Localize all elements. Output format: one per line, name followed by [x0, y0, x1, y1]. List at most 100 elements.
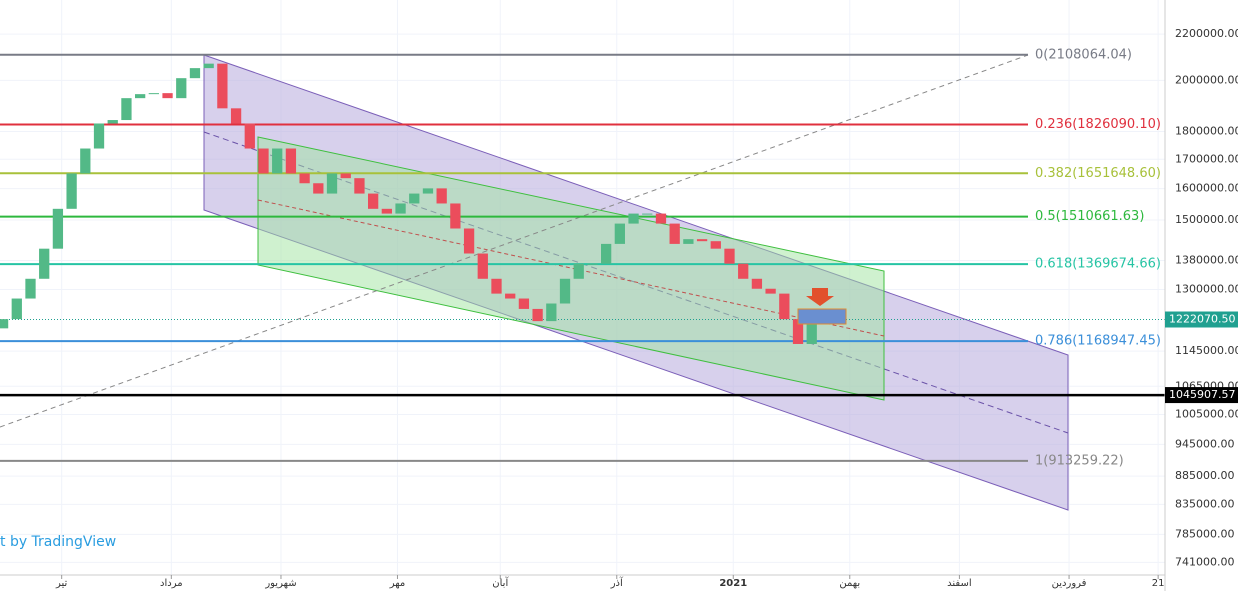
- candle: [491, 278, 502, 294]
- y-tick-label: 1380000.00: [1175, 253, 1238, 266]
- candle: [559, 278, 571, 304]
- y-tick-label: 2000000.00: [1175, 73, 1238, 86]
- fib-level-label: 0(2108064.04): [1035, 47, 1132, 62]
- candle: [477, 253, 488, 279]
- candle: [203, 63, 214, 69]
- candle: [340, 173, 351, 179]
- candle: [505, 293, 516, 299]
- candle: [655, 213, 667, 224]
- y-tick-label: 1500000.00: [1175, 213, 1238, 226]
- candle: [765, 288, 776, 294]
- fib-level-label: 0.786(1168947.45): [1035, 334, 1161, 349]
- candle: [381, 208, 392, 214]
- candle: [450, 203, 461, 229]
- candle: [532, 308, 543, 322]
- x-tick-label: آبان: [492, 576, 509, 589]
- candle: [39, 248, 50, 279]
- candle: [696, 239, 708, 242]
- fib-level-label: 0.5(1510661.63): [1035, 209, 1144, 224]
- fib-level-label: 0.236(1826090.10): [1035, 117, 1161, 132]
- price-label-box: [1165, 311, 1238, 328]
- candle: [52, 208, 64, 249]
- x-tick-label: مهر: [389, 578, 405, 589]
- candle: [724, 248, 735, 264]
- candle: [395, 203, 406, 214]
- candle: [779, 293, 790, 320]
- fib-level-label: 1(913259.22): [1035, 453, 1124, 468]
- y-tick-label: 741000.00: [1175, 555, 1235, 568]
- fib-trend-line: [0, 54, 1029, 428]
- candle: [93, 123, 105, 149]
- candle: [368, 193, 379, 209]
- candle: [176, 78, 187, 99]
- fib-level-label: 0.618(1369674.66): [1035, 257, 1161, 272]
- candle: [135, 94, 146, 99]
- x-tick-label: 21: [1152, 578, 1165, 589]
- x-tick-label: مرداد: [160, 578, 183, 589]
- candle: [669, 223, 680, 244]
- price-label-box: [1165, 387, 1238, 404]
- fib-level-label: 0.382(1651648.60): [1035, 166, 1161, 181]
- y-tick-label: 1700000.00: [1175, 152, 1238, 165]
- y-tick-label: 2200000.00: [1175, 27, 1238, 40]
- y-tick-label: 1800000.00: [1175, 125, 1238, 138]
- candle: [614, 223, 625, 244]
- levels: 0(2108064.04) 0.236(1826090.10) 0.382(1651…: [0, 47, 1165, 468]
- candle: [299, 173, 310, 184]
- candle: [422, 188, 434, 194]
- candle: [463, 228, 475, 254]
- candle: [25, 278, 36, 299]
- candle: [162, 93, 173, 99]
- candle: [587, 263, 598, 265]
- x-tick-label: تیر: [55, 578, 68, 589]
- candle: [217, 63, 228, 109]
- x-tick-label: اسفند: [947, 578, 971, 589]
- candle: [683, 239, 694, 244]
- watermark: t by TradingView: [0, 534, 116, 550]
- candle: [546, 303, 557, 322]
- y-tick-label: 785000.00: [1175, 527, 1235, 540]
- candle: [792, 319, 804, 344]
- price-label: 1222070.50: [1169, 313, 1235, 326]
- x-tick-label: بهمن: [839, 578, 860, 589]
- price-label: 1045907.57: [1169, 388, 1235, 401]
- candle: [244, 123, 255, 149]
- candle: [601, 243, 612, 264]
- y-tick-label: 835000.00: [1175, 497, 1235, 510]
- candle: [409, 193, 420, 204]
- candle: [806, 323, 817, 344]
- candle: [11, 298, 22, 320]
- candle: [573, 263, 584, 279]
- y-tick-label: 1600000.00: [1175, 182, 1238, 195]
- candle: [80, 148, 91, 174]
- x-tick-label: فروردین: [1052, 578, 1087, 589]
- candles: [0, 63, 817, 344]
- y-tick-label: 1145000.00: [1175, 344, 1238, 357]
- candle: [313, 183, 324, 194]
- candle: [518, 298, 530, 309]
- target-box: [797, 308, 847, 325]
- x-tick-label: آذر: [610, 576, 624, 589]
- candle: [121, 98, 132, 121]
- candle: [148, 93, 159, 95]
- y-tick-label: 1005000.00: [1175, 407, 1238, 420]
- candle: [285, 148, 297, 174]
- arrow-icon: [806, 288, 834, 306]
- candle: [436, 188, 447, 204]
- candle: [272, 148, 283, 174]
- candle: [189, 68, 201, 79]
- candle: [258, 148, 269, 174]
- y-tick-label: 945000.00: [1175, 437, 1235, 450]
- candle: [107, 120, 118, 124]
- candle: [738, 263, 749, 279]
- y-tick-label: 1300000.00: [1175, 282, 1238, 295]
- candle: [0, 319, 9, 329]
- candle: [642, 213, 653, 215]
- y-tick-label: 885000.00: [1175, 469, 1235, 482]
- candle: [326, 173, 338, 194]
- candle: [230, 108, 242, 124]
- candle: [66, 173, 77, 209]
- candle: [628, 213, 639, 224]
- x-tick-label: 2021: [719, 578, 747, 589]
